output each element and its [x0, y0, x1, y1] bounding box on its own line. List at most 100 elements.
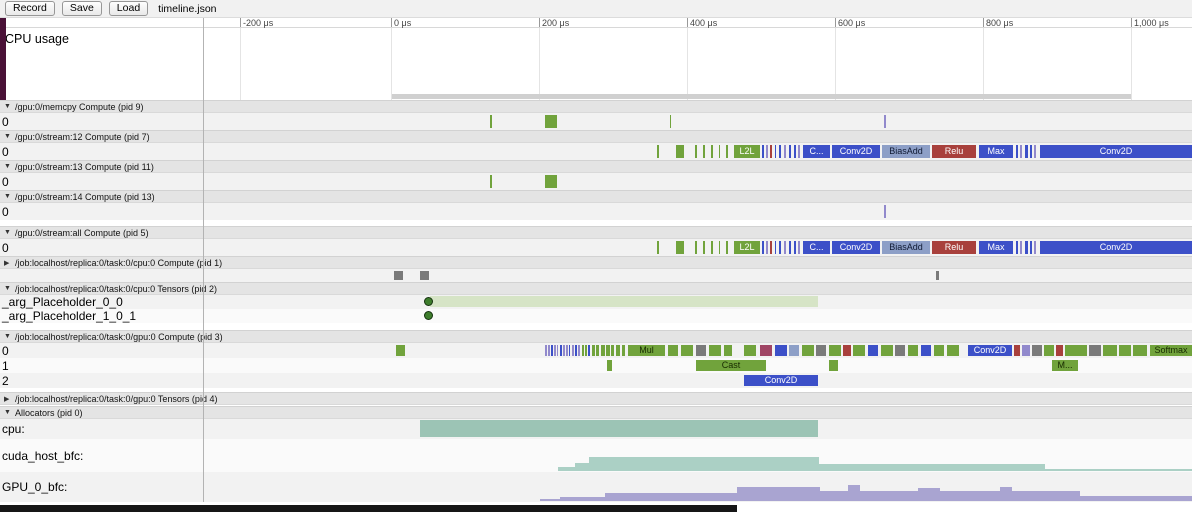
save-button[interactable]: Save: [61, 1, 102, 16]
trace-event[interactable]: [490, 175, 492, 188]
trace-event[interactable]: [676, 145, 684, 158]
collapse-arrow-icon[interactable]: ▼: [4, 133, 11, 140]
trace-event[interactable]: [798, 241, 800, 254]
allocator-counter-segment[interactable]: [1012, 491, 1080, 501]
trace-event[interactable]: [575, 345, 577, 356]
trace-event[interactable]: [816, 345, 826, 356]
trace-event[interactable]: [789, 145, 791, 158]
trace-event[interactable]: [881, 345, 893, 356]
track-group-header[interactable]: ▼ /gpu:0/stream:12 Compute (pid 7): [0, 130, 1192, 143]
trace-event[interactable]: [396, 345, 405, 356]
trace-event[interactable]: [554, 345, 556, 356]
trace-event[interactable]: [572, 345, 574, 356]
trace-event[interactable]: [657, 145, 659, 158]
trace-event[interactable]: [1119, 345, 1131, 356]
trace-event[interactable]: [1025, 241, 1028, 254]
trace-event[interactable]: [726, 241, 728, 254]
track-group-header[interactable]: ▶ /job:localhost/replica:0/task:0/cpu:0 C…: [0, 256, 1192, 269]
trace-event[interactable]: Softmax: [1150, 345, 1192, 356]
collapse-arrow-icon[interactable]: ▼: [4, 163, 11, 170]
track-group-header[interactable]: ▼ /gpu:0/memcpy Compute (pid 9): [0, 100, 1192, 113]
collapse-arrow-icon[interactable]: ▼: [4, 229, 11, 236]
trace-event[interactable]: [709, 345, 721, 356]
allocator-counter-segment[interactable]: [575, 463, 589, 471]
expand-arrow-icon[interactable]: ▶: [4, 395, 10, 403]
trace-event[interactable]: [545, 175, 557, 188]
trace-event[interactable]: [719, 145, 720, 158]
trace-event[interactable]: [770, 241, 772, 254]
trace-event[interactable]: [829, 345, 841, 356]
trace-event[interactable]: [695, 241, 697, 254]
trace-event[interactable]: [1025, 145, 1028, 158]
trace-event[interactable]: [578, 345, 580, 356]
trace-event[interactable]: Conv2D: [832, 145, 880, 158]
trace-event[interactable]: [775, 345, 787, 356]
trace-event[interactable]: [563, 345, 565, 356]
trace-event[interactable]: [868, 345, 878, 356]
trace-event[interactable]: [766, 241, 768, 254]
trace-event[interactable]: [779, 145, 781, 158]
trace-event[interactable]: [936, 271, 939, 280]
trace-event[interactable]: [1032, 345, 1042, 356]
allocator-counter-segment[interactable]: [860, 491, 918, 501]
trace-event[interactable]: [681, 345, 693, 356]
trace-event[interactable]: Max: [979, 241, 1013, 254]
track-group-header[interactable]: ▼ /gpu:0/stream:13 Compute (pid 11): [0, 160, 1192, 173]
trace-event[interactable]: Conv2D: [832, 241, 880, 254]
tensor-instant-marker[interactable]: [424, 310, 433, 320]
allocator-counter-segment[interactable]: [737, 487, 820, 501]
trace-event[interactable]: [775, 145, 776, 158]
allocator-counter-segment[interactable]: [605, 493, 737, 501]
trace-event[interactable]: [622, 345, 625, 356]
track-group-header[interactable]: ▼ /job:localhost/replica:0/task:0/gpu:0 C…: [0, 330, 1192, 343]
allocator-counter-segment[interactable]: [1080, 496, 1192, 501]
track-group-header[interactable]: ▶ /job:localhost/replica:0/task:0/gpu:0 T…: [0, 392, 1192, 405]
trace-event[interactable]: Cast: [696, 360, 766, 371]
trace-event[interactable]: [420, 420, 818, 437]
trace-event[interactable]: [606, 345, 610, 356]
trace-event[interactable]: [670, 115, 671, 128]
trace-event[interactable]: [696, 345, 706, 356]
trace-event[interactable]: [1016, 145, 1018, 158]
trace-event[interactable]: [719, 241, 720, 254]
trace-event[interactable]: [557, 345, 558, 356]
trace-event[interactable]: [551, 345, 553, 356]
allocator-counter-segment[interactable]: [540, 499, 560, 501]
trace-event[interactable]: Conv2D: [968, 345, 1012, 356]
allocator-counter-segment[interactable]: [819, 464, 1045, 471]
trace-event[interactable]: [1065, 345, 1087, 356]
trace-event[interactable]: [784, 241, 786, 254]
trace-event[interactable]: [711, 241, 713, 254]
trace-event[interactable]: [766, 145, 768, 158]
trace-event[interactable]: [560, 345, 562, 356]
trace-event[interactable]: Conv2D: [1040, 241, 1192, 254]
trace-event[interactable]: [789, 345, 799, 356]
track-group-header[interactable]: ▼ Allocators (pid 0): [0, 406, 1192, 419]
trace-event[interactable]: [596, 345, 599, 356]
trace-event[interactable]: [703, 241, 705, 254]
trace-event[interactable]: [430, 296, 818, 307]
trace-event[interactable]: [798, 145, 800, 158]
trace-event[interactable]: Conv2D: [1040, 145, 1192, 158]
trace-event[interactable]: [908, 345, 918, 356]
trace-event[interactable]: [1020, 241, 1022, 254]
trace-event[interactable]: Conv2D: [744, 375, 818, 386]
trace-event[interactable]: [657, 241, 659, 254]
trace-event[interactable]: [884, 115, 886, 128]
trace-event[interactable]: [566, 345, 568, 356]
trace-event[interactable]: L2L: [734, 145, 760, 158]
trace-event[interactable]: [588, 345, 590, 356]
trace-event[interactable]: [1044, 345, 1054, 356]
collapse-arrow-icon[interactable]: ▼: [4, 103, 11, 110]
trace-event[interactable]: [668, 345, 678, 356]
track-group-header[interactable]: ▼ /job:localhost/replica:0/task:0/cpu:0 T…: [0, 282, 1192, 295]
allocator-counter-segment[interactable]: [560, 497, 605, 501]
trace-event[interactable]: [1056, 345, 1063, 356]
trace-event[interactable]: [779, 241, 781, 254]
trace-event[interactable]: BiasAdd: [882, 241, 930, 254]
trace-event[interactable]: [582, 345, 584, 356]
trace-event[interactable]: M...: [1052, 360, 1078, 371]
expand-arrow-icon[interactable]: ▶: [4, 259, 10, 267]
trace-event[interactable]: [802, 345, 814, 356]
trace-event[interactable]: Relu: [932, 145, 976, 158]
